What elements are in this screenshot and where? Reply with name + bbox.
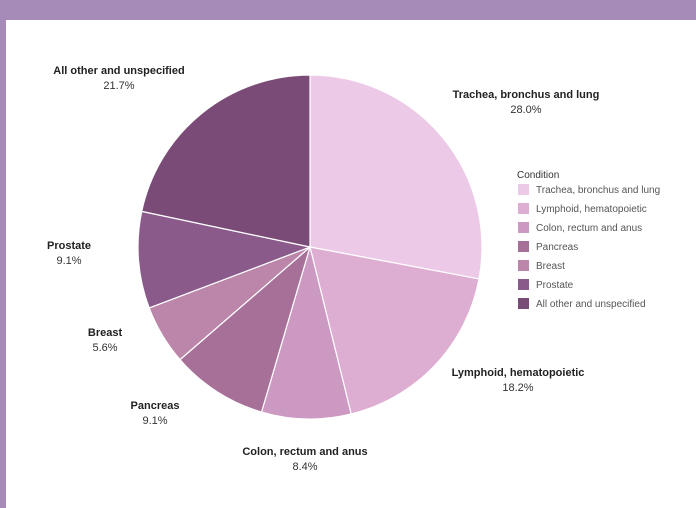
legend-swatch-1 — [518, 203, 529, 214]
pie-slice-3[interactable] — [179, 245, 312, 413]
legend-label-1: Lymphoid, hematopoietic — [536, 204, 647, 215]
slice-label-value-2: 8.4% — [292, 461, 317, 473]
slice-label-name-1: Lymphoid, hematopoietic — [452, 367, 585, 379]
legend-swatch-4 — [518, 260, 529, 271]
legend-label-6: All other and unspecified — [536, 299, 646, 310]
legend-title: Condition — [517, 170, 559, 181]
slice-label-name-0: Trachea, bronchus and lung — [453, 89, 600, 101]
legend-label-3: Pancreas — [536, 242, 578, 253]
legend-label-5: Prostate — [536, 280, 574, 291]
legend-label-0: Trachea, bronchus and lung — [536, 185, 660, 196]
slice-label-name-4: Breast — [88, 327, 123, 339]
slice-label-name-3: Pancreas — [131, 400, 180, 412]
slice-label-name-6: All other and unspecified — [53, 65, 184, 77]
slice-labels: Trachea, bronchus and lung 28.0% Lymphoid,… — [47, 65, 599, 473]
slice-label-value-4: 5.6% — [92, 342, 117, 354]
legend-label-2: Colon, rectum and anus — [536, 223, 642, 234]
pie-slice-6[interactable] — [141, 74, 311, 248]
legend-label-4: Breast — [536, 261, 565, 272]
legend: Condition Trachea, bronchus and lung Lymp… — [517, 170, 660, 310]
slice-label-name-2: Colon, rectum and anus — [242, 446, 367, 458]
pie-slices — [137, 74, 483, 420]
pie-slice-2[interactable] — [260, 244, 352, 420]
pie-slice-1[interactable] — [309, 246, 480, 415]
legend-items: Trachea, bronchus and lung Lymphoid, hema… — [518, 184, 660, 310]
pie-slice-5[interactable] — [137, 210, 313, 309]
slice-label-name-5: Prostate — [47, 240, 91, 252]
legend-swatch-6 — [518, 298, 529, 309]
slice-label-value-3: 9.1% — [142, 415, 167, 427]
slice-label-value-1: 18.2% — [502, 382, 533, 394]
chart-frame: Trachea, bronchus and lung 28.0% Lymphoid,… — [6, 20, 696, 508]
slice-label-value-6: 21.7% — [103, 80, 134, 92]
legend-swatch-3 — [518, 241, 529, 252]
pie-chart: Trachea, bronchus and lung 28.0% Lymphoid,… — [47, 65, 660, 473]
pie-slice-0[interactable] — [309, 74, 483, 280]
legend-swatch-5 — [518, 279, 529, 290]
slice-label-value-5: 9.1% — [56, 255, 81, 267]
legend-swatch-0 — [518, 184, 529, 195]
legend-swatch-2 — [518, 222, 529, 233]
slice-label-value-0: 28.0% — [510, 104, 541, 116]
